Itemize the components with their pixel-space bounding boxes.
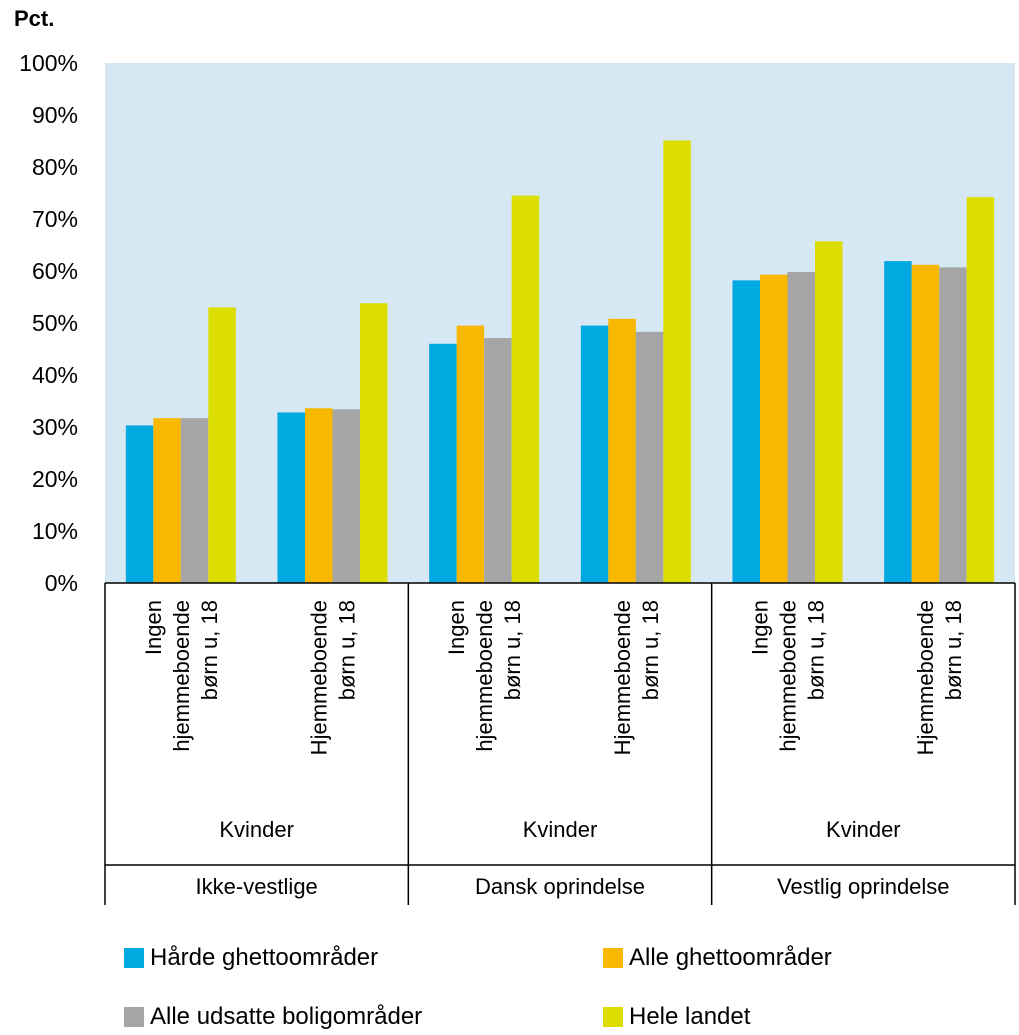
category-label: Hjemmeboende	[610, 600, 635, 755]
y-tick-label: 60%	[32, 258, 78, 284]
bar-hele-landet-3	[663, 140, 691, 584]
sub-group-label: Kvinder	[826, 817, 901, 842]
y-tick-label: 0%	[45, 570, 78, 596]
y-tick-label: 90%	[32, 102, 78, 128]
bar-h-rde-ghettoomr-der-0	[125, 425, 154, 583]
bar-alle-udsatte-boligomr-der-1	[332, 409, 360, 583]
bar-hele-landet-1	[360, 303, 388, 583]
y-tick-label: 30%	[32, 414, 78, 440]
bar-h-rde-ghettoomr-der-5	[884, 261, 912, 583]
category-label: Ingen	[444, 600, 469, 655]
group-label: Dansk oprindelse	[475, 874, 645, 899]
category-label: børn u, 18	[638, 600, 663, 700]
category-label: børn u, 18	[500, 600, 525, 700]
bar-h-rde-ghettoomr-der-1	[277, 412, 305, 583]
bar-h-rde-ghettoomr-der-3	[580, 325, 609, 583]
category-label: hjemmeboende	[472, 600, 497, 752]
y-tick-label: 100%	[19, 50, 78, 76]
y-tick-label: 10%	[32, 518, 78, 544]
bar-alle-ghettoomr-der-3	[608, 318, 636, 583]
category-label: hjemmeboende	[776, 600, 801, 752]
y-tick-label: 80%	[32, 154, 78, 180]
y-tick-label: 70%	[32, 206, 78, 232]
category-label: hjemmeboende	[169, 600, 194, 752]
bar-alle-udsatte-boligomr-der-2	[484, 338, 512, 583]
category-label: børn u, 18	[197, 600, 222, 700]
bar-h-rde-ghettoomr-der-2	[429, 343, 457, 583]
bar-alle-udsatte-boligomr-der-4	[787, 272, 815, 583]
bar-hele-landet-2	[511, 195, 540, 583]
y-tick-label: 40%	[32, 362, 78, 388]
category-label: Ingen	[748, 600, 773, 655]
bar-alle-ghettoomr-der-0	[153, 418, 181, 583]
category-label: Hjemmeboende	[913, 600, 938, 755]
bar-alle-udsatte-boligomr-der-5	[939, 267, 967, 583]
bar-alle-ghettoomr-der-2	[456, 325, 485, 583]
bar-h-rde-ghettoomr-der-4	[732, 280, 760, 583]
category-label: børn u, 18	[941, 600, 966, 700]
sub-group-label: Kvinder	[219, 817, 294, 842]
bar-alle-ghettoomr-der-1	[305, 408, 333, 583]
bar-hele-landet-4	[815, 241, 843, 584]
bar-alle-udsatte-boligomr-der-3	[635, 331, 664, 583]
category-label: børn u, 18	[804, 600, 829, 700]
plot-area	[105, 63, 1015, 583]
category-label: Ingen	[141, 600, 166, 655]
bar-alle-ghettoomr-der-4	[760, 274, 788, 583]
bar-hele-landet-0	[208, 307, 236, 583]
sub-group-label: Kvinder	[523, 817, 598, 842]
y-tick-label: 20%	[32, 466, 78, 492]
y-tick-label: 50%	[32, 310, 78, 336]
bar-alle-ghettoomr-der-5	[911, 264, 940, 583]
bar-alle-udsatte-boligomr-der-0	[180, 418, 209, 583]
category-label: Hjemmeboende	[307, 600, 332, 755]
group-label: Vestlig oprindelse	[777, 874, 949, 899]
bar-hele-landet-5	[966, 197, 995, 583]
y-axis-title: Pct.	[14, 6, 54, 31]
group-label: Ikke-vestlige	[196, 874, 318, 899]
category-label: børn u, 18	[335, 600, 360, 700]
